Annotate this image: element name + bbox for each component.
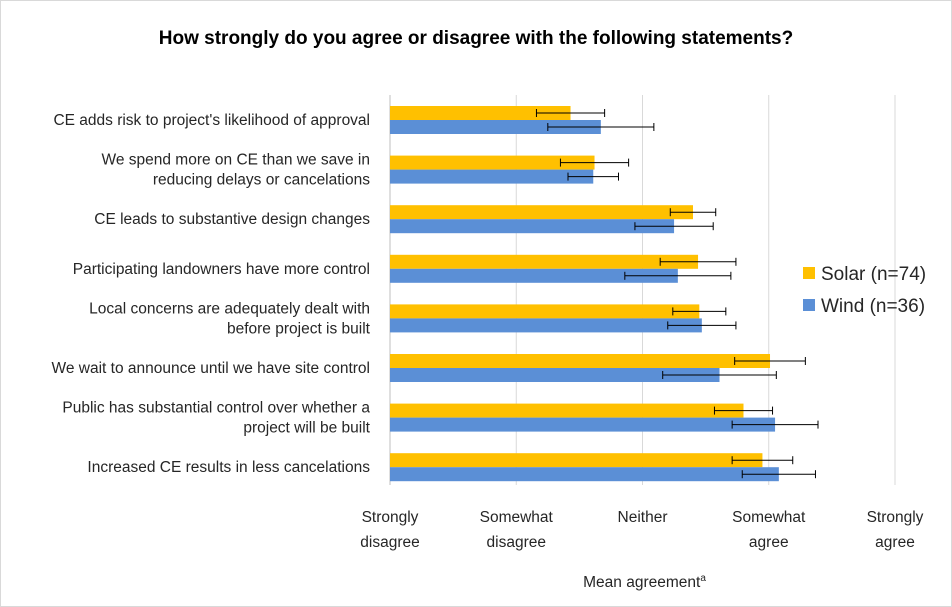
category-label: before project is built (227, 320, 371, 337)
x-axis-title: Mean agreementa (583, 573, 706, 591)
bar-solar (390, 254, 699, 269)
legend-label: Solar (n=74) (821, 264, 926, 285)
category-label: reducing delays or cancelations (153, 172, 370, 189)
x-tick-label: Strongly (867, 509, 924, 526)
bar-solar (390, 403, 744, 418)
bar-wind (390, 169, 594, 184)
category-label: CE leads to substantive design changes (94, 211, 370, 228)
bar-solar (390, 304, 700, 319)
category-label: CE adds risk to project's likelihood of … (53, 112, 370, 129)
bar-solar (390, 453, 763, 468)
bar-wind (390, 467, 779, 482)
category-label: project will be built (243, 420, 370, 437)
bar-solar (390, 106, 571, 120)
x-tick-label: agree (749, 534, 789, 551)
bar-wind (390, 268, 678, 283)
category-label: Public has substantial control over whet… (62, 400, 370, 417)
x-tick-label: Somewhat (732, 509, 806, 526)
x-tick-label: Strongly (362, 509, 419, 526)
x-tick-label: Somewhat (480, 509, 554, 526)
bar-solar (390, 354, 771, 368)
chart-title: How strongly do you agree or disagree wi… (158, 28, 794, 49)
category-label: Participating landowners have more contr… (73, 261, 370, 278)
category-label: Increased CE results in less cancelation… (87, 459, 370, 476)
legend-swatch (803, 267, 815, 279)
x-tick-label: disagree (487, 534, 546, 551)
bar-solar (390, 205, 693, 220)
x-tick-label: disagree (360, 534, 419, 551)
x-tick-label: Neither (618, 509, 668, 526)
bar-wind (390, 368, 720, 382)
bar-wind (390, 417, 776, 432)
category-label: Local concerns are adequately dealt with (89, 300, 370, 317)
bar-wind (390, 318, 702, 333)
legend-label: Wind (n=36) (821, 296, 925, 317)
x-tick-label: agree (875, 534, 915, 551)
category-label: We wait to announce until we have site c… (51, 360, 370, 377)
bar-solar (390, 155, 595, 170)
legend-swatch (803, 299, 815, 311)
bar-wind (390, 219, 675, 234)
category-label: We spend more on CE than we save in (101, 152, 370, 169)
